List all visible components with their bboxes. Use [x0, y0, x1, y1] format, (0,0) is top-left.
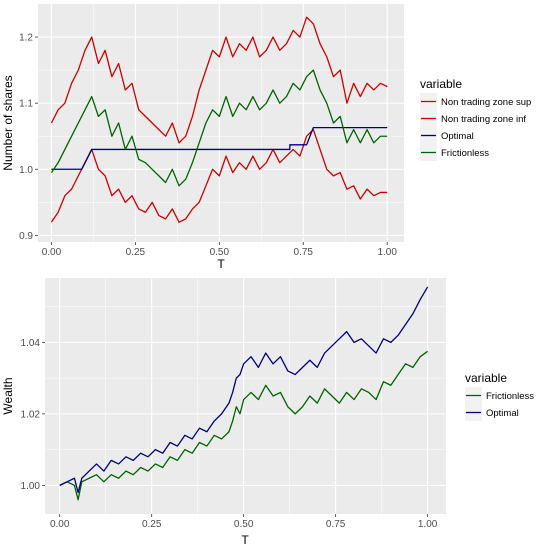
- chart-wealth-legend-title: variable: [465, 371, 507, 385]
- legend-label: Optimal: [486, 408, 519, 419]
- chart-wealth-gridlines: [45, 278, 446, 514]
- x-tick-label: 1.00: [418, 519, 438, 530]
- y-tick-label: 1.1: [19, 99, 33, 110]
- x-tick-label: 0.25: [126, 247, 146, 258]
- legend-item-frictionless: Frictionless: [420, 144, 489, 161]
- x-tick-label: 0.50: [210, 247, 230, 258]
- y-tick-label: 1.00: [21, 481, 41, 492]
- x-tick-label: 0.00: [50, 519, 70, 530]
- chart-shares: 0.9 1.0 1.1 1.2 0.00 0.25 0.50 0.75 1.00 T Numb…: [1, 4, 531, 271]
- legend-item-optimal: Optimal: [420, 127, 474, 144]
- x-tick-label: 1.00: [377, 247, 397, 258]
- chart-shares-series: [50, 16, 388, 223]
- y-tick-label: 1.02: [21, 409, 41, 420]
- series-line-optimal: [51, 126, 388, 170]
- legend-item-frictionless: Frictionless: [465, 387, 534, 404]
- x-tick-label: 0.50: [234, 519, 254, 530]
- series-line-non-trading-zone-sup: [50, 16, 388, 144]
- y-tick-label: 1.04: [21, 338, 41, 349]
- chart-shares-y-axis-title: Number of shares: [1, 75, 15, 170]
- chart-wealth-x-axis-title: T: [241, 533, 249, 547]
- y-tick-label: 1.0: [19, 165, 33, 176]
- legend-label: Optimal: [441, 131, 474, 142]
- chart-shares-y-ticks: 0.9 1.0 1.1 1.2: [19, 33, 38, 242]
- y-tick-label: 1.2: [19, 33, 33, 44]
- chart-shares-x-ticks: 0.00 0.25 0.50 0.75 1.00: [42, 242, 397, 258]
- x-tick-label: 0.00: [42, 247, 62, 258]
- chart-wealth-y-ticks: 1.00 1.02 1.04: [21, 338, 45, 492]
- chart-wealth: 1.00 1.02 1.04 0.00 0.25 0.50 0.75 1.00 T Weal…: [1, 278, 534, 547]
- chart-wealth-series: [59, 286, 429, 501]
- chart-shares-x-axis-title: T: [217, 257, 225, 271]
- chart-wealth-legend: variable Frictionless Optimal: [465, 371, 534, 421]
- series-line-optimal: [59, 286, 429, 494]
- legend-label: Non trading zone sup: [441, 97, 531, 108]
- chart-wealth-y-axis-title: Wealth: [1, 377, 15, 414]
- series-line-frictionless: [50, 69, 388, 187]
- legend-item-optimal: Optimal: [465, 404, 519, 421]
- series-line-frictionless: [59, 350, 428, 501]
- legend-item-non-trading-zone-inf: Non trading zone inf: [420, 110, 526, 127]
- series-line-non-trading-zone-inf: [50, 128, 388, 223]
- y-tick-label: 0.9: [19, 231, 33, 242]
- x-tick-label: 0.25: [142, 519, 162, 530]
- chart-wealth-panel: [45, 278, 446, 514]
- chart-shares-legend: variable Non trading zone sup Non tradin…: [420, 77, 531, 161]
- x-tick-label: 0.75: [294, 247, 314, 258]
- chart-wealth-x-ticks: 0.00 0.25 0.50 0.75 1.00: [50, 514, 438, 530]
- legend-label: Non trading zone inf: [441, 114, 526, 125]
- chart-shares-legend-title: variable: [420, 77, 462, 91]
- x-tick-label: 0.75: [326, 519, 346, 530]
- legend-label: Frictionless: [486, 391, 534, 402]
- legend-item-non-trading-zone-sup: Non trading zone sup: [420, 93, 531, 110]
- legend-label: Frictionless: [441, 148, 489, 159]
